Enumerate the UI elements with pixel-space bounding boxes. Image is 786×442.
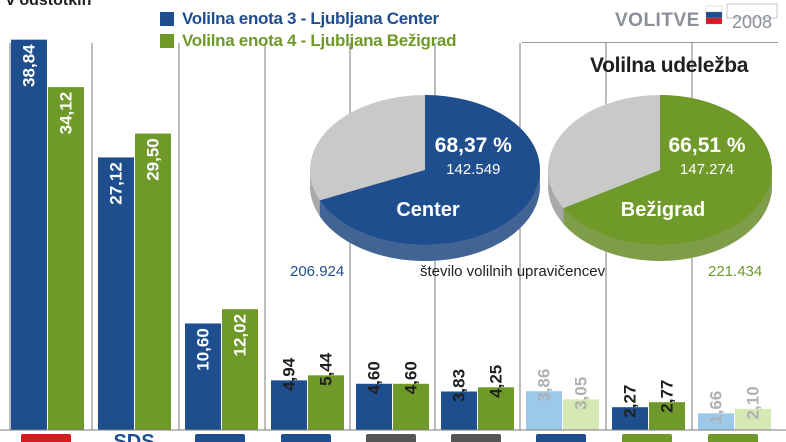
bar-value-label: 4,94	[280, 357, 299, 391]
bar-center	[11, 39, 47, 431]
header-divider	[522, 42, 778, 43]
turnout-title: Volilna udeležba	[590, 54, 749, 77]
party-logo-icon	[366, 434, 416, 442]
party-logo-icon	[451, 434, 501, 442]
logo-pattern-icon	[726, 3, 778, 19]
bar-center	[185, 323, 221, 430]
logo-word: VOLITVE	[615, 10, 700, 31]
pie-center-percent-label: 68,37 %	[435, 134, 512, 157]
bar-value-label: 2,27	[621, 385, 640, 418]
pie-center-voters-slice	[319, 95, 540, 246]
legend-label-bezigrad: Volilna enota 4 - Ljubljana Bežigrad	[182, 31, 457, 50]
bar-bezigrad	[563, 399, 599, 430]
pie-bezigrad-slice-side	[563, 170, 772, 262]
registered-voters-label: število volilnih upravičencev	[420, 263, 606, 280]
bar-center	[441, 391, 477, 430]
bar-bezigrad	[222, 309, 258, 430]
bar-center	[271, 380, 307, 430]
bar-value-label: 34,12	[57, 92, 76, 135]
bar-value-label: 2,10	[744, 386, 763, 419]
party-logo-icon	[708, 434, 758, 442]
legend-item-bezigrad: Volilna enota 4 - Ljubljana Bežigrad	[160, 30, 456, 52]
legend-label-center: Volilna enota 3 - Ljubljana Center	[182, 9, 439, 28]
bar-center	[612, 407, 648, 430]
bar-value-label: 3,05	[572, 377, 591, 410]
legend-item-center: Volilna enota 3 - Ljubljana Center	[160, 8, 456, 30]
bar-center	[356, 383, 392, 430]
bar-value-label: 4,25	[487, 365, 506, 398]
registered-bezigrad: 221.434	[708, 263, 763, 280]
legend-swatch-center	[160, 12, 174, 26]
bar-bezigrad	[48, 87, 84, 431]
bar-value-label: 27,12	[107, 162, 126, 205]
party-logo-icon	[21, 434, 71, 442]
pie-bezigrad-name-label: Bežigrad	[621, 199, 705, 221]
bar-value-label: 12,02	[231, 314, 250, 357]
party-logo-icon	[622, 434, 672, 442]
bar-value-label: 3,83	[450, 369, 469, 402]
bar-bezigrad	[308, 375, 344, 430]
bar-bezigrad	[478, 387, 514, 430]
category-label: SDS	[113, 431, 154, 442]
bar-bezigrad	[649, 402, 685, 430]
registered-center: 206.924	[290, 263, 345, 280]
party-logo-icon	[536, 434, 586, 442]
legend-swatch-bezigrad	[160, 34, 174, 48]
bar-value-label: 1,66	[707, 391, 726, 424]
bar-bezigrad	[393, 383, 429, 430]
bar-value-label: 29,50	[144, 138, 163, 181]
legend: Volilna enota 3 - Ljubljana Center Volil…	[160, 8, 456, 52]
pie-center-slice-side	[319, 170, 540, 262]
bar-value-label: 38,84	[20, 44, 39, 87]
pie-bezigrad-voters-label: 147.274	[680, 161, 734, 178]
bar-value-label: 10,60	[194, 328, 213, 371]
bar-center	[698, 413, 734, 430]
bar-value-label: 5,44	[317, 352, 336, 386]
pie-bezigrad-percent-label: 66,51 %	[669, 134, 746, 157]
bar-bezigrad	[735, 408, 771, 430]
volitve-logo: VOLITVE 2008	[615, 0, 785, 38]
bar-center	[526, 391, 562, 430]
pie-center-voters-label: 142.549	[446, 161, 500, 178]
pie-bezigrad-voters-slice	[563, 95, 772, 245]
bar-value-label: 3,86	[535, 369, 554, 402]
bar-value-label: 2,77	[658, 380, 677, 413]
bar-value-label: 4,60	[402, 361, 421, 394]
bar-bezigrad	[135, 133, 171, 430]
bar-value-label: 4,60	[365, 361, 384, 394]
chart-title-fragment: v odstotkih	[6, 0, 92, 9]
bar-center	[98, 157, 134, 430]
party-logo-icon	[195, 434, 245, 442]
pie-center-name-label: Center	[396, 199, 460, 221]
logo-year: 2008	[732, 12, 773, 32]
party-logo-icon	[281, 434, 331, 442]
slovenian-flag-icon	[705, 5, 723, 25]
